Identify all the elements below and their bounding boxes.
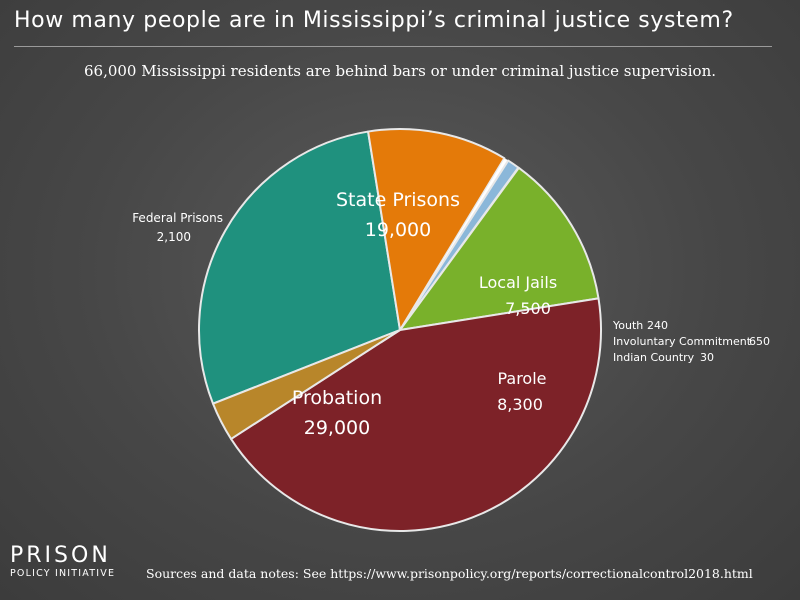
pie-slice-probation <box>230 297 602 532</box>
value-federal-prisons: 2,100 <box>157 230 191 244</box>
label-youth: Youth 240 <box>612 319 668 332</box>
pie-slice-parole <box>399 166 600 331</box>
label-indian-country-name: Indian Country <box>613 351 695 364</box>
label-youth-value: 240 <box>647 319 668 332</box>
value-parole: 8,300 <box>497 395 543 414</box>
sources-note: Sources and data notes: See https://www.… <box>146 566 753 581</box>
pie-slice-federal-prisons <box>211 329 401 440</box>
label-federal-prisons: Federal Prisons <box>132 211 223 225</box>
label-involuntary-commitment-name: Involuntary Commitment <box>613 335 752 348</box>
label-probation: Probation <box>292 387 382 409</box>
label-youth-name: Youth <box>612 319 643 332</box>
pie-slice-local-jails <box>367 128 506 331</box>
value-probation: 29,000 <box>304 417 370 439</box>
title-divider <box>14 46 772 47</box>
logo-subtext: POLICY INITIATIVE <box>10 568 116 579</box>
prison-policy-initiative-logo: PRISON POLICY INITIATIVE <box>10 544 115 580</box>
subtitle: 66,000 Mississippi residents are behind … <box>83 62 717 80</box>
page-title: How many people are in Mississippi’s cri… <box>14 8 734 33</box>
label-involuntary-commitment-value: 650 <box>749 335 770 348</box>
label-indian-country: Indian Country 30 <box>613 351 714 364</box>
logo-wordmark: PRISON <box>10 543 111 568</box>
label-state-prisons: State Prisons <box>336 189 460 211</box>
label-parole: Parole <box>497 369 546 388</box>
label-local-jails: Local Jails <box>479 273 557 292</box>
value-local-jails: 7,500 <box>505 299 551 318</box>
label-involuntary-commitment: Involuntary Commitment 650 <box>613 335 770 348</box>
label-indian-country-value: 30 <box>700 351 714 364</box>
value-state-prisons: 19,000 <box>365 219 431 241</box>
pie-slices <box>198 128 602 532</box>
pie-slice-state-prisons <box>198 130 401 405</box>
